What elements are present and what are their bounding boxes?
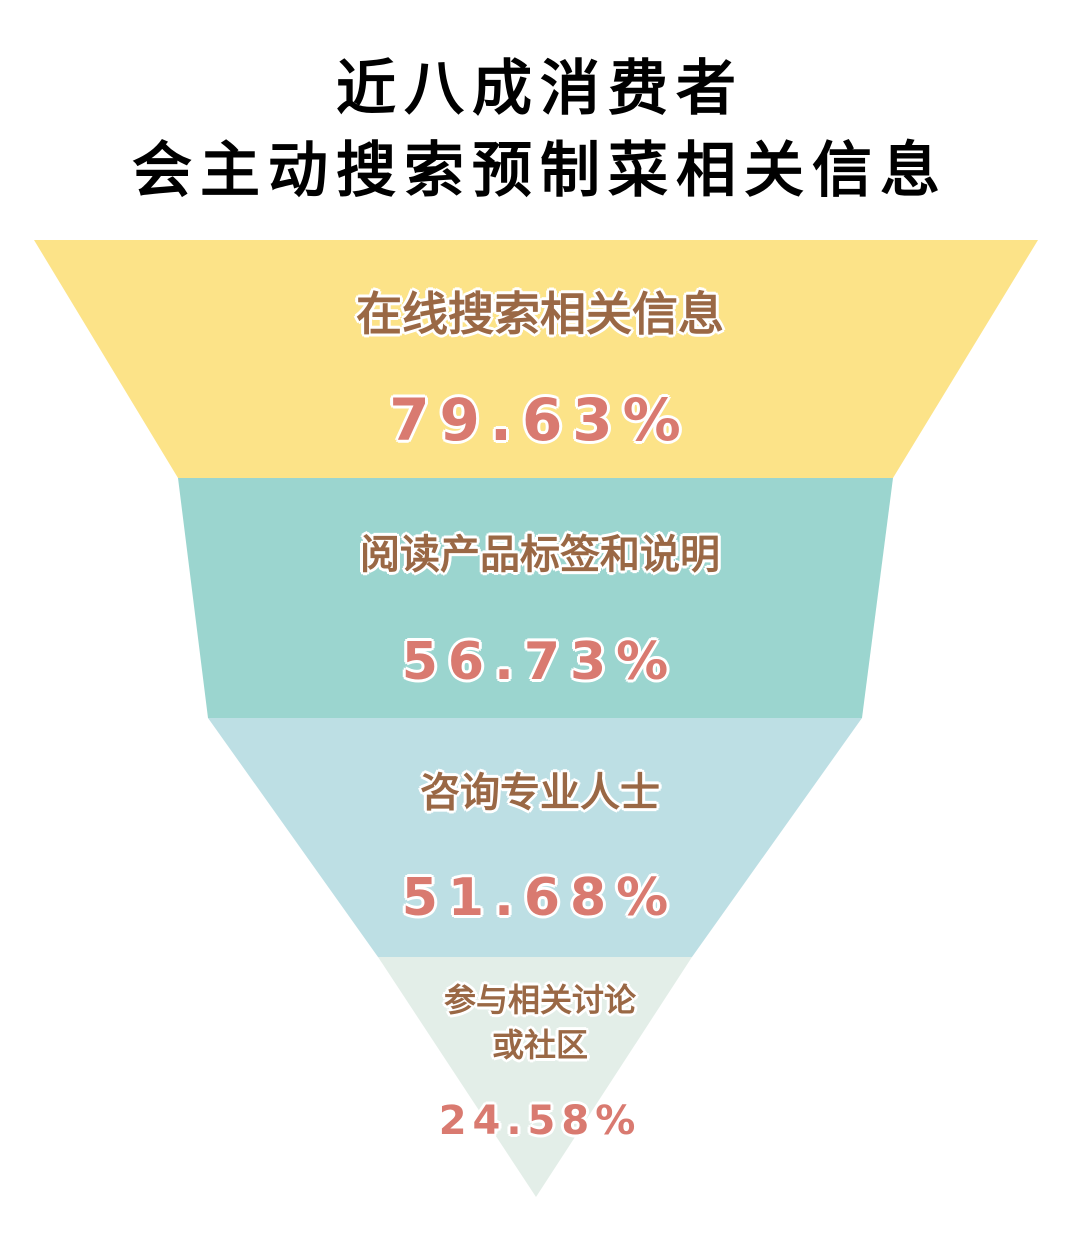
- stage-4-label-line-2: 或社区: [491, 1026, 588, 1064]
- funnel-stage-1: [34, 240, 1038, 478]
- stage-1-label: 在线搜索相关信息: [356, 287, 724, 341]
- stage-3-label: 咨询专业人士: [420, 770, 660, 816]
- stage-2-label: 阅读产品标签和说明: [360, 532, 720, 578]
- funnel-stage-4: [378, 957, 692, 1197]
- funnel-stage-2: [178, 478, 893, 718]
- stage-4-value: 24.58%: [438, 1098, 642, 1144]
- title-line-1: 近八成消费者: [336, 54, 744, 124]
- stage-3-value: 51.68%: [401, 868, 679, 928]
- stage-2-value: 56.73%: [401, 632, 679, 692]
- funnel-stage-3: [208, 718, 862, 957]
- title-line-2: 会主动搜索预制菜相关信息: [132, 136, 948, 206]
- stage-1-value: 79.63%: [389, 386, 691, 454]
- stage-4-label-line-1: 参与相关讨论: [443, 981, 636, 1019]
